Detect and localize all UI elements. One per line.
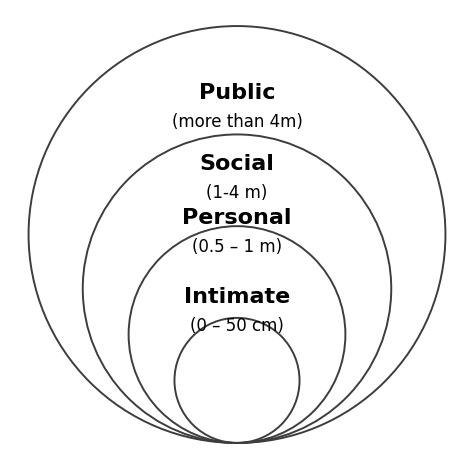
Text: Intimate: Intimate [184, 287, 290, 307]
Text: (1-4 m): (1-4 m) [206, 184, 268, 202]
Text: Social: Social [200, 154, 274, 174]
Text: (more than 4m): (more than 4m) [172, 113, 302, 131]
Text: (0.5 – 1 m): (0.5 – 1 m) [192, 238, 282, 256]
Text: (0 – 50 cm): (0 – 50 cm) [190, 317, 284, 335]
Text: Personal: Personal [182, 208, 292, 228]
Text: Public: Public [199, 83, 275, 103]
